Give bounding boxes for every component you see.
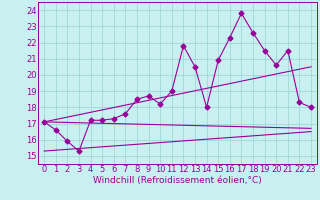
X-axis label: Windchill (Refroidissement éolien,°C): Windchill (Refroidissement éolien,°C) [93, 176, 262, 185]
